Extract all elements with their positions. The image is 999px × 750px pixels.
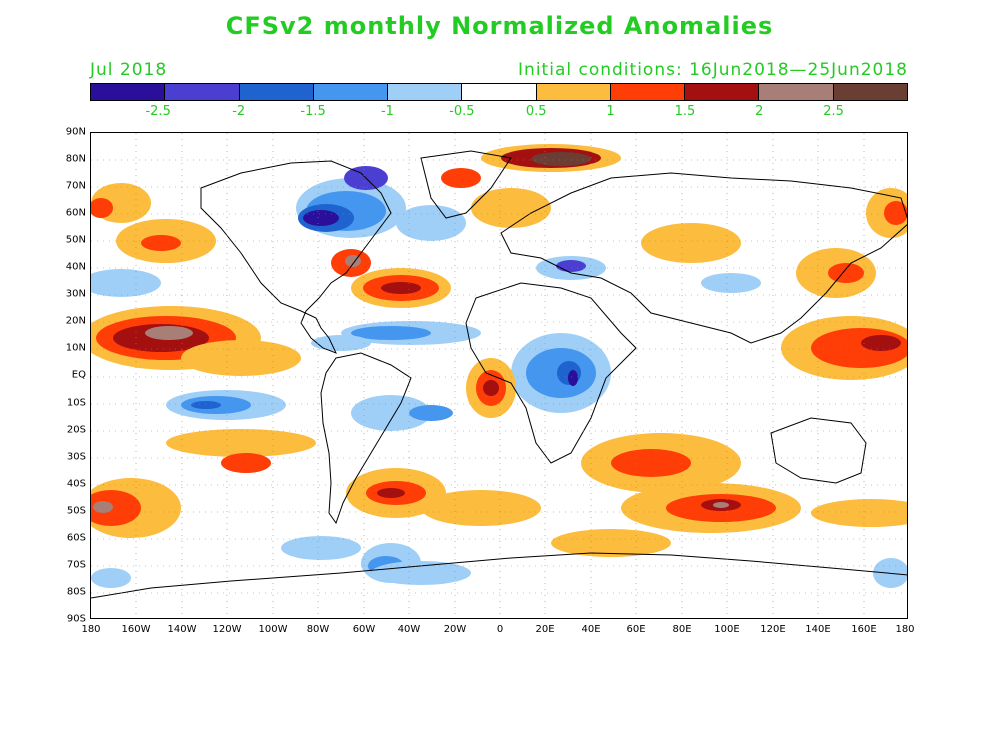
coastlines <box>91 150 907 599</box>
lon-label: 40E <box>581 624 601 635</box>
greenland-outline <box>420 150 512 219</box>
lon-label: 160E <box>851 624 877 635</box>
lon-label: 180 <box>895 624 915 635</box>
legend-label: 1.5 <box>674 104 696 119</box>
legend-labels: -2.5 -2 -1.5 -1 -0.5 0.5 1 1.5 2 2.5 <box>90 104 908 122</box>
lat-label: 30S <box>66 451 86 463</box>
legend-swatch <box>536 84 611 100</box>
legend-swatch <box>239 84 314 100</box>
legend-label: 2.5 <box>823 104 844 119</box>
lon-label: 140E <box>805 624 831 635</box>
lon-label: 180 <box>81 624 101 635</box>
lon-label: 60W <box>352 624 376 635</box>
lon-label: 60E <box>626 624 646 635</box>
lat-label: 50S <box>66 505 86 517</box>
lat-label: EQ <box>71 369 86 381</box>
lon-label: 140W <box>167 624 197 635</box>
legend-swatch <box>759 84 834 100</box>
north-america-outline <box>200 160 392 354</box>
lon-label: 120W <box>212 624 242 635</box>
legend-swatch <box>833 84 907 100</box>
legend-swatch <box>165 84 240 100</box>
legend-label: -1 <box>380 104 394 119</box>
lat-label: 90S <box>66 613 86 625</box>
lon-label: 20E <box>535 624 555 635</box>
lat-label: 60N <box>65 207 86 219</box>
lon-label: 100E <box>714 624 740 635</box>
australia-outline <box>770 417 867 484</box>
graticule <box>91 133 907 618</box>
africa-outline <box>465 282 637 464</box>
legend-label: -1.5 <box>300 104 326 119</box>
lat-label: 20S <box>66 424 86 436</box>
legend-label: 1 <box>606 104 615 119</box>
south-america-outline <box>320 352 412 525</box>
lon-label: 80E <box>672 624 692 635</box>
color-legend <box>90 83 908 101</box>
lat-label: 90N <box>65 126 86 138</box>
eurasia-outline <box>500 172 907 344</box>
legend-swatch <box>462 84 537 100</box>
lon-label: 80W <box>306 624 330 635</box>
lon-label: 100W <box>258 624 288 635</box>
forecast-month: Jul 2018 <box>90 60 168 80</box>
lat-label: 50N <box>65 234 86 246</box>
lon-label: 20W <box>443 624 467 635</box>
lat-label: 70N <box>65 180 86 192</box>
lat-label: 60S <box>66 532 86 544</box>
lat-label: 80S <box>66 586 86 598</box>
legend-label: -2 <box>232 104 246 119</box>
map-title: CFSv2 monthly Normalized Anomalies <box>225 12 774 40</box>
legend-swatch <box>685 84 760 100</box>
lat-label: 30N <box>65 288 86 300</box>
legend-label: -0.5 <box>449 104 475 119</box>
lat-label: 10N <box>65 342 86 354</box>
lat-label: 70S <box>66 559 86 571</box>
legend-label: -2.5 <box>145 104 171 119</box>
lat-label: 80N <box>65 153 86 165</box>
legend-swatch <box>313 84 389 100</box>
initial-conditions: Initial conditions: 16Jun2018—25Jun2018 <box>518 60 908 80</box>
legend-swatch <box>91 84 166 100</box>
legend-swatch <box>610 84 686 100</box>
lon-label: 160W <box>121 624 151 635</box>
lat-label: 10S <box>66 397 86 409</box>
lon-label: 120E <box>760 624 786 635</box>
lon-label: 0 <box>496 624 504 635</box>
lat-label: 20N <box>65 315 86 327</box>
map-canvas <box>91 133 907 618</box>
anomaly-map <box>90 132 908 619</box>
lat-label: 40S <box>66 478 86 490</box>
lat-label: 40N <box>65 261 86 273</box>
legend-label: 0.5 <box>525 104 547 119</box>
legend-label: 2 <box>755 104 764 119</box>
legend-swatch <box>388 84 463 100</box>
anomaly-fields <box>91 144 907 588</box>
lon-label: 40W <box>397 624 421 635</box>
antarctica-outline <box>91 552 907 599</box>
